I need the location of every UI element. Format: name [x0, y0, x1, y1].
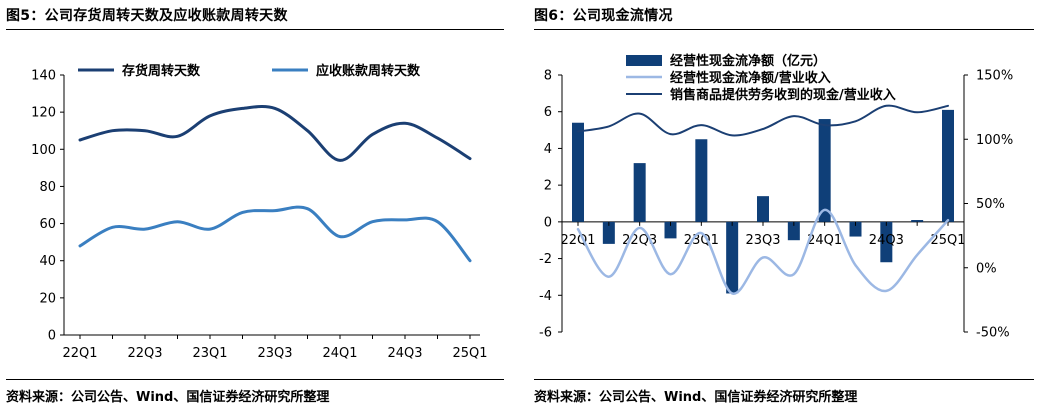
y-tick-label: 120 [31, 106, 56, 121]
y-tick-label: -6 [539, 326, 552, 341]
y2-tick-label: 150% [976, 69, 1013, 84]
cash-flow-bar [602, 221, 615, 244]
x-tick-label: 24Q3 [387, 346, 422, 361]
y-tick-label: 100 [31, 143, 56, 158]
ratio-line [577, 104, 949, 137]
y-tick-label: -4 [539, 289, 552, 304]
x-tick-label: 24Q3 [869, 233, 904, 248]
x-tick-label: 22Q3 [127, 346, 162, 361]
y-tick-label: 20 [39, 291, 56, 306]
y-tick-label: 4 [544, 142, 552, 157]
chart-title: 图6：公司现金流情况 [534, 8, 673, 24]
x-tick-label: 25Q1 [930, 233, 965, 248]
cash-flow-bar [695, 139, 708, 222]
source-note: 资料来源：公司公告、Wind、国信证券经济研究所整理 [534, 390, 858, 405]
y2-tick-label: 0% [976, 261, 997, 276]
y2-tick-label: 50% [976, 197, 1005, 212]
y2-tick-label: -50% [976, 326, 1010, 341]
inventory-receivables-chart-panel: 图5：公司存货周转天数及应收账款周转天数 0 20 40 60 80 100 120 140 2… [0, 0, 510, 410]
cash-flow-bar [849, 221, 862, 237]
cash-flow-bar [572, 122, 584, 222]
x-tick-label: 22Q1 [62, 346, 97, 361]
cash-flow-bar [726, 221, 739, 294]
y2-tick-label: 100% [976, 133, 1013, 148]
y-tick-label: 6 [544, 105, 552, 120]
ratio-line [576, 208, 950, 295]
series-line [78, 104, 472, 162]
legend-label: 销售商品提供劳务收到的现金/营业收入 [670, 87, 896, 103]
x-tick-label: 24Q1 [322, 346, 357, 361]
footer-divider [534, 379, 1034, 380]
y-tick-label: 8 [544, 69, 552, 84]
legend-label: 存货周转天数 [122, 63, 201, 79]
x-tick-label: 23Q1 [192, 346, 227, 361]
y-tick-label: 40 [39, 254, 56, 269]
source-note: 资料来源：公司公告、Wind、国信证券经济研究所整理 [6, 390, 330, 405]
turnover-days-line-chart: 0 20 40 60 80 100 120 140 22Q1 22Q3 23Q1 23Q3 24Q1 24… [31, 63, 487, 361]
y-tick-label: 60 [39, 217, 56, 232]
x-tick-label: 24Q1 [807, 233, 842, 248]
legend-label: 应收账款周转天数 [316, 63, 421, 79]
x-tick-label: 23Q3 [257, 346, 292, 361]
title-divider [6, 29, 504, 30]
y-tick-label: 140 [31, 69, 56, 84]
cash-flow-bar [787, 221, 800, 241]
x-tick-label: 23Q3 [745, 233, 780, 248]
legend-label: 经营性现金流净额/营业收入 [670, 70, 831, 86]
legend-swatch [626, 55, 662, 66]
cash-flow-bar [664, 221, 677, 239]
cash-flow-chart-panel: 图6：公司现金流情况 -6 -4 -2 0 2 4 6 8 -50% 0% 50% 100% 150% 2… [528, 0, 1040, 410]
footer-divider [6, 379, 504, 380]
cash-flow-bar [757, 196, 769, 222]
x-tick-label: 22Q1 [560, 233, 595, 248]
cash-flow-bar [818, 119, 831, 222]
legend-label: 经营性现金流净额（亿元） [670, 53, 826, 69]
title-divider [534, 29, 1034, 30]
y-tick-label: 0 [544, 215, 552, 230]
y-tick-label: -2 [539, 252, 552, 267]
x-tick-label: 25Q1 [452, 346, 487, 361]
series-line [78, 205, 472, 263]
y-tick-label: 0 [48, 329, 56, 344]
cash-flow-bar [880, 221, 893, 263]
y-tick-label: 80 [39, 180, 56, 195]
cash-flow-bar [942, 109, 954, 222]
cash-flow-bar [911, 220, 924, 222]
cash-flow-bar [633, 163, 646, 222]
y-tick-label: 2 [544, 179, 552, 194]
chart-title: 图5：公司存货周转天数及应收账款周转天数 [6, 8, 288, 24]
